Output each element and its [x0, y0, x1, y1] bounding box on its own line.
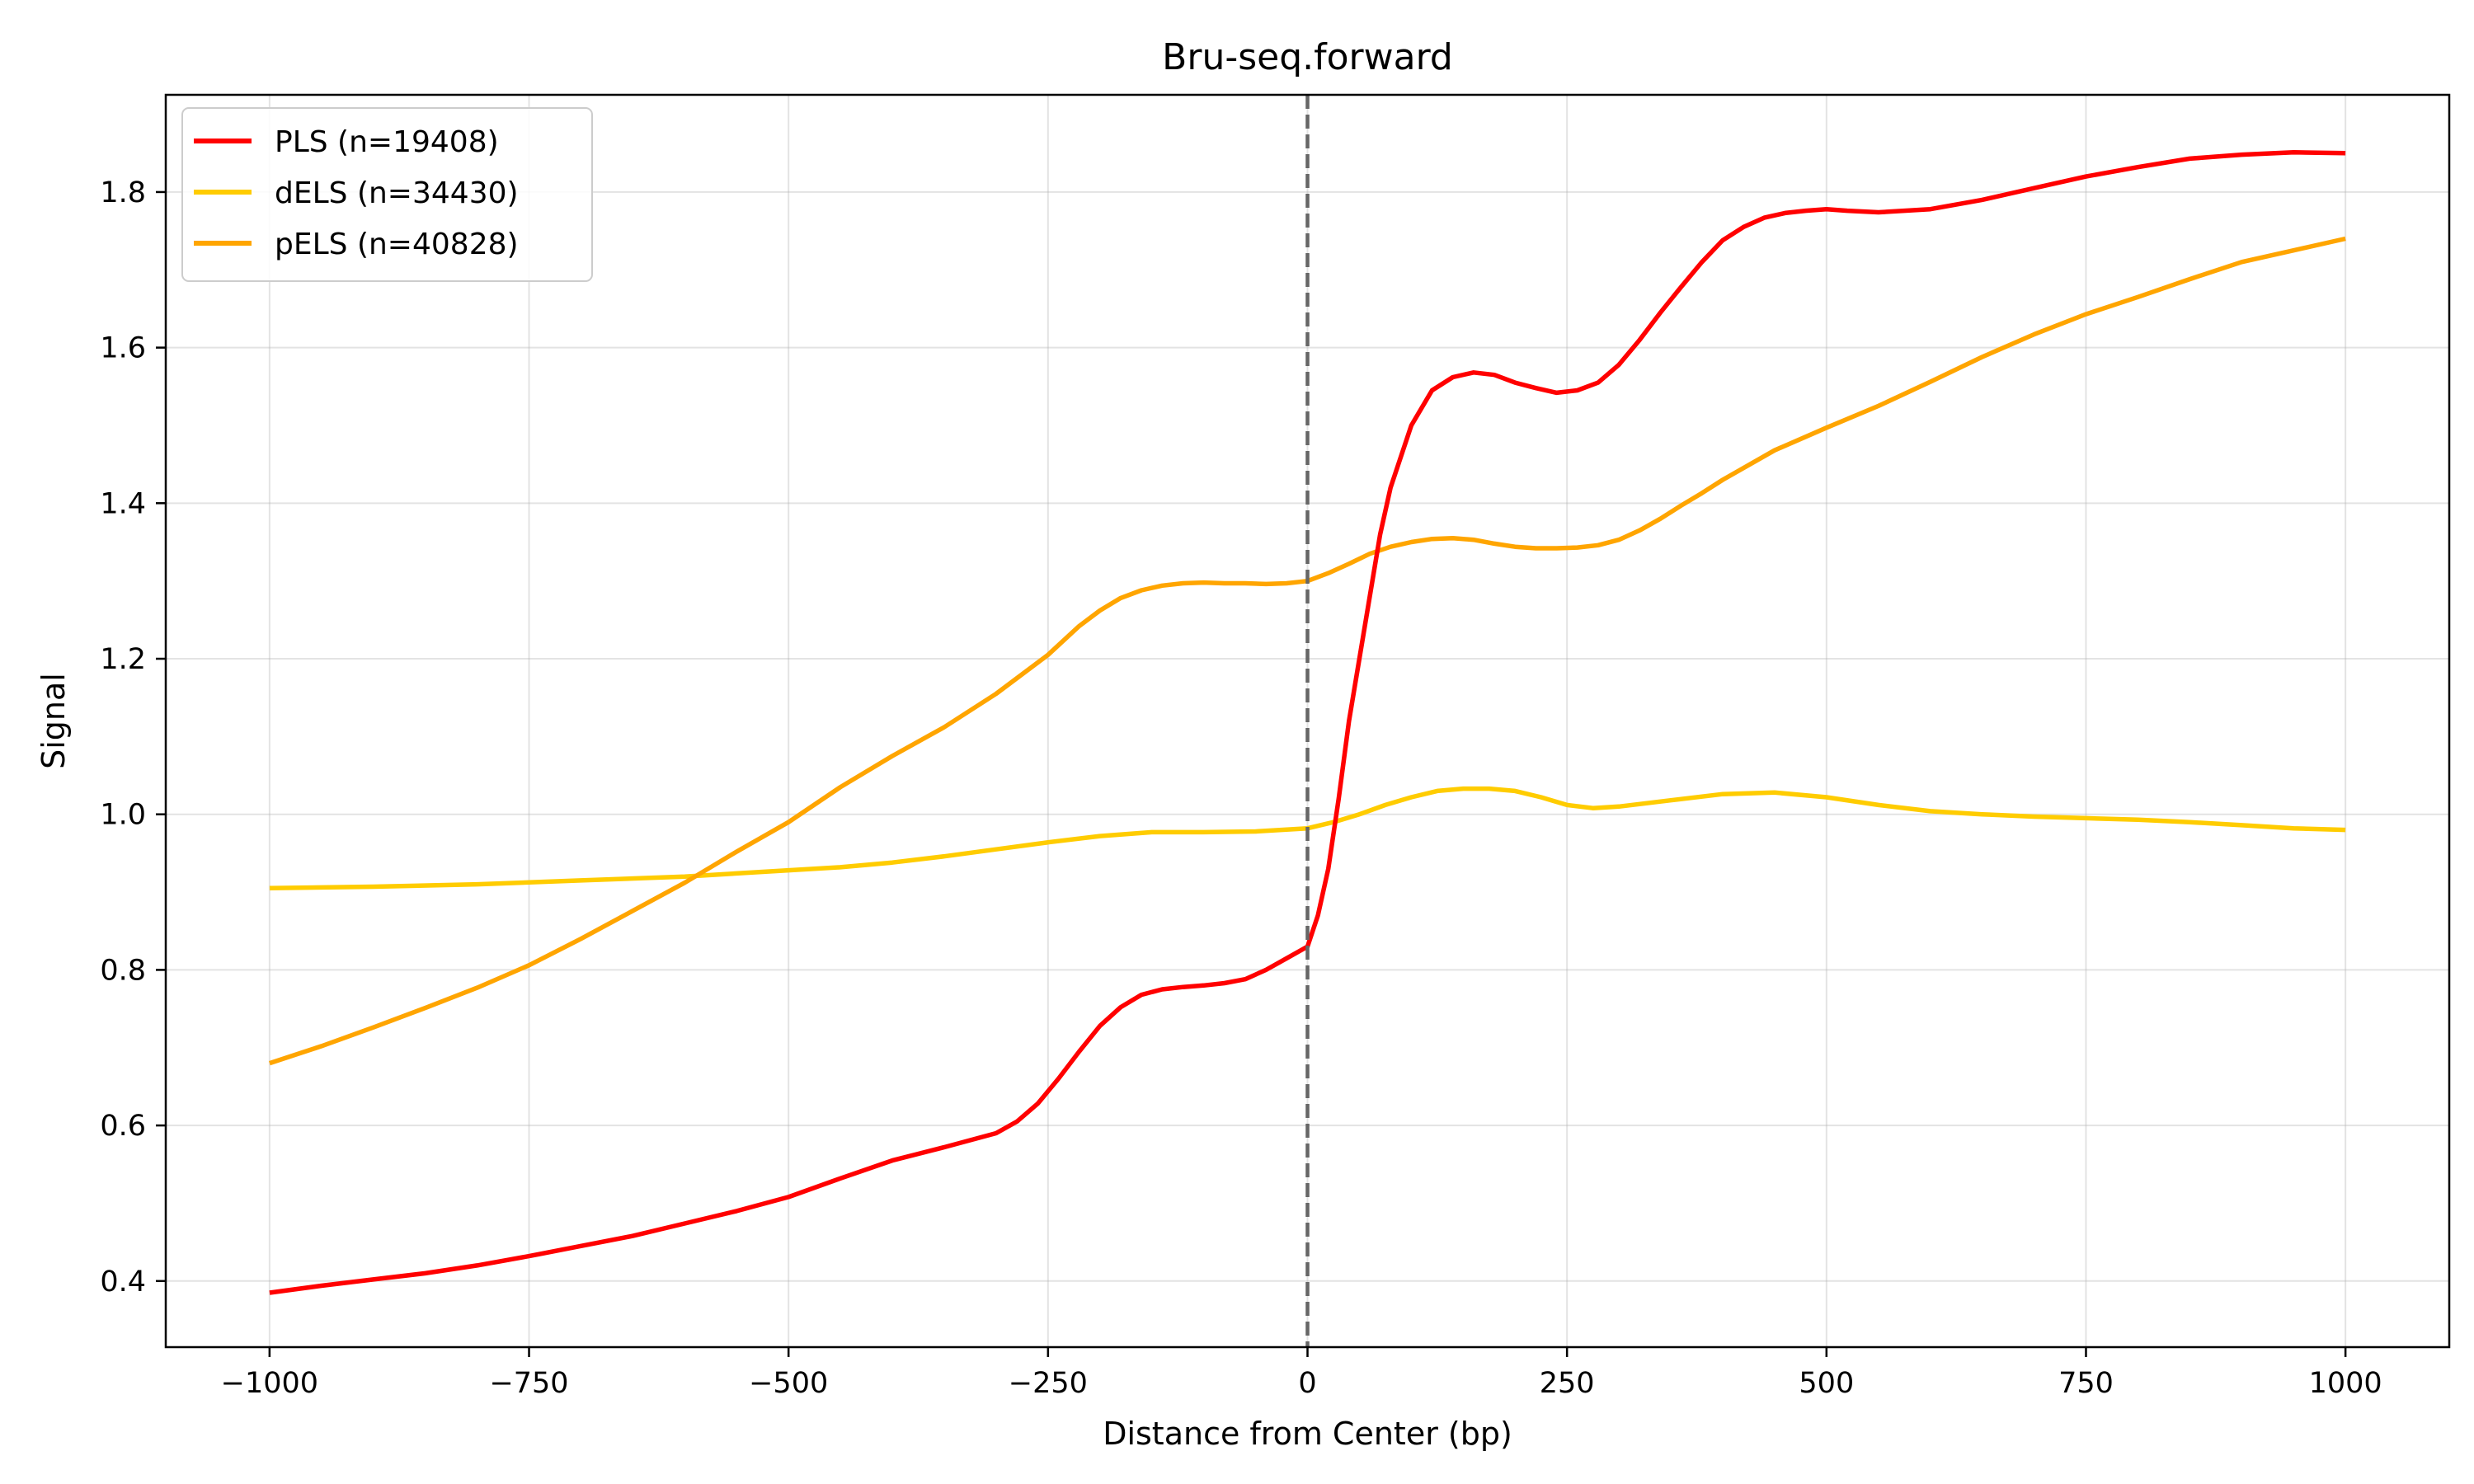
y-tick-label: 0.6: [100, 1110, 146, 1143]
series-line-3: [269, 236, 2346, 1066]
y-tick-label: 1.8: [100, 176, 146, 209]
x-tick-label: 500: [1799, 1367, 1854, 1400]
chart-title: Bru-seq.forward: [1162, 36, 1453, 78]
legend-label-1: PLS (n=19408): [275, 125, 499, 159]
x-axis-title: Distance from Center (bp): [1103, 1416, 1512, 1452]
legend-label-3: pELS (n=40828): [275, 228, 519, 261]
y-tick-label: 0.8: [100, 954, 146, 987]
y-axis-title: Signal: [35, 673, 72, 769]
series-layer: [269, 150, 2346, 1295]
x-tick-label: 1000: [2309, 1367, 2382, 1400]
x-tick-label: −500: [749, 1367, 828, 1400]
series-line-2: [269, 786, 2346, 891]
y-axis: 0.4 0.6 0.8 1.0 1.2 1.4 1.6 1.8: [100, 176, 166, 1298]
y-tick-label: 1.2: [100, 643, 146, 676]
x-tick-label: 250: [1540, 1367, 1595, 1400]
x-axis: −1000 −750 −500 −250 0 250 500 750 1000: [221, 1347, 2382, 1400]
y-tick-label: 0.4: [100, 1266, 146, 1298]
y-tick-label: 1.6: [100, 332, 146, 365]
series-line-1: [269, 150, 2346, 1295]
legend-box: [181, 107, 593, 282]
x-tick-label: −250: [1009, 1367, 1088, 1400]
x-tick-label: 750: [2058, 1367, 2114, 1400]
legend-label-2: dELS (n=34430): [275, 176, 519, 210]
x-tick-label: −1000: [221, 1367, 318, 1400]
x-tick-label: 0: [1298, 1367, 1316, 1400]
legend: PLS (n=19408) dELS (n=34430) pELS (n=40828…: [181, 107, 593, 282]
y-tick-label: 1.0: [100, 799, 146, 832]
y-tick-label: 1.4: [100, 487, 146, 520]
x-tick-label: −750: [489, 1367, 568, 1400]
